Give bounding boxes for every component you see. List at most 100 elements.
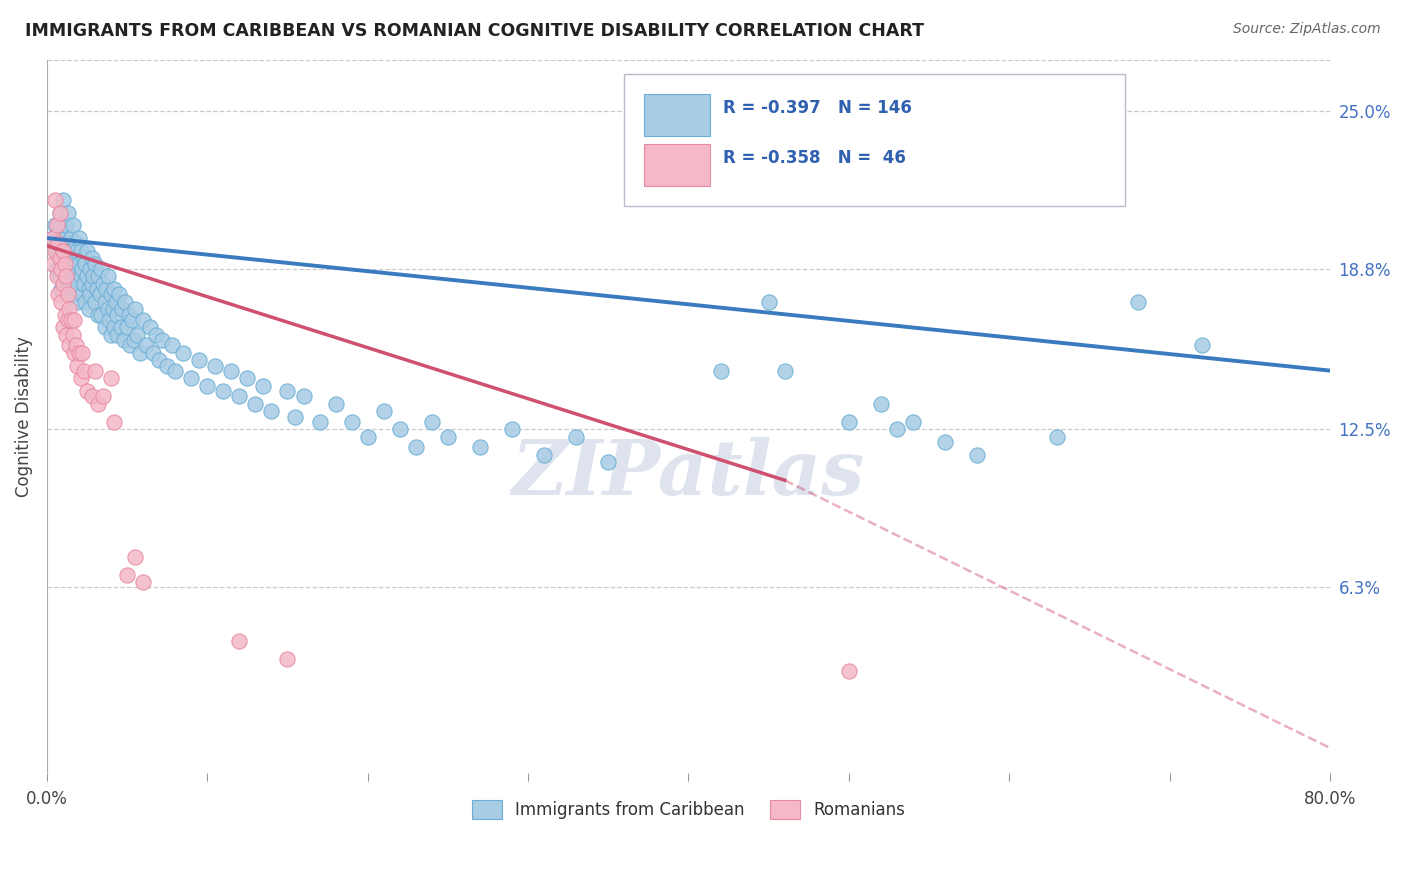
Point	[148, 353, 170, 368]
Point	[58, 302, 80, 317]
Point	[221, 364, 243, 378]
Point	[66, 359, 89, 373]
Point	[70, 261, 93, 276]
Point	[63, 277, 86, 291]
Point	[66, 294, 89, 309]
Point	[58, 249, 80, 263]
Point	[110, 320, 132, 334]
Point	[84, 256, 107, 270]
Point	[107, 308, 129, 322]
Point	[45, 244, 67, 258]
Point	[66, 244, 89, 258]
Point	[80, 252, 103, 266]
Point	[56, 205, 79, 219]
Point	[69, 269, 91, 284]
Point	[142, 345, 165, 359]
Point	[69, 244, 91, 258]
Point	[252, 379, 274, 393]
Point	[77, 282, 100, 296]
Point	[284, 409, 307, 424]
Point	[111, 302, 134, 317]
Point	[388, 422, 411, 436]
Point	[103, 320, 125, 334]
Point	[51, 282, 73, 296]
Point	[437, 430, 460, 444]
Point	[1126, 294, 1149, 309]
Point	[87, 397, 110, 411]
Point	[73, 277, 96, 291]
Point	[533, 448, 555, 462]
Point	[79, 287, 101, 301]
Point	[42, 231, 65, 245]
Point	[59, 312, 82, 326]
Point	[53, 256, 76, 270]
Point	[156, 359, 179, 373]
Point	[48, 205, 70, 219]
Point	[65, 338, 87, 352]
Point	[180, 371, 202, 385]
Point	[51, 261, 73, 276]
Point	[966, 448, 988, 462]
Point	[150, 333, 173, 347]
Point	[48, 236, 70, 251]
Point	[276, 384, 298, 398]
Point	[124, 302, 146, 317]
Point	[58, 282, 80, 296]
Point	[55, 219, 77, 233]
Point	[69, 371, 91, 385]
Point	[44, 219, 66, 233]
Point	[101, 302, 124, 317]
Point	[46, 287, 69, 301]
Point	[52, 320, 75, 334]
Point	[405, 440, 427, 454]
Point	[56, 236, 79, 251]
Point	[204, 359, 226, 373]
Point	[76, 269, 98, 284]
Point	[86, 282, 108, 296]
Point	[108, 287, 131, 301]
Point	[129, 345, 152, 359]
Point	[565, 430, 588, 444]
Point	[77, 302, 100, 317]
Point	[292, 389, 315, 403]
Point	[63, 252, 86, 266]
Point	[93, 294, 115, 309]
Point	[53, 231, 76, 245]
Point	[228, 389, 250, 403]
Point	[645, 180, 668, 194]
Point	[45, 269, 67, 284]
Point	[122, 333, 145, 347]
Point	[59, 269, 82, 284]
Text: ZIPatlas: ZIPatlas	[512, 436, 865, 510]
Text: Source: ZipAtlas.com: Source: ZipAtlas.com	[1233, 22, 1381, 37]
Point	[48, 252, 70, 266]
Point	[51, 294, 73, 309]
Point	[124, 549, 146, 564]
Point	[44, 244, 66, 258]
Point	[373, 404, 395, 418]
FancyBboxPatch shape	[644, 94, 710, 136]
Point	[357, 430, 380, 444]
Point	[115, 320, 138, 334]
Point	[107, 327, 129, 342]
Point	[228, 633, 250, 648]
Point	[45, 261, 67, 276]
Point	[56, 261, 79, 276]
Point	[70, 287, 93, 301]
Point	[80, 277, 103, 291]
FancyBboxPatch shape	[624, 74, 1125, 206]
Point	[132, 575, 155, 590]
Point	[90, 308, 112, 322]
Point	[42, 256, 65, 270]
Point	[46, 236, 69, 251]
Point	[42, 231, 65, 245]
Point	[501, 422, 523, 436]
Point	[420, 415, 443, 429]
Point	[212, 384, 235, 398]
Point	[120, 338, 142, 352]
Point	[100, 327, 122, 342]
Point	[53, 308, 76, 322]
Point	[1046, 430, 1069, 444]
Point	[838, 665, 860, 679]
Point	[52, 277, 75, 291]
